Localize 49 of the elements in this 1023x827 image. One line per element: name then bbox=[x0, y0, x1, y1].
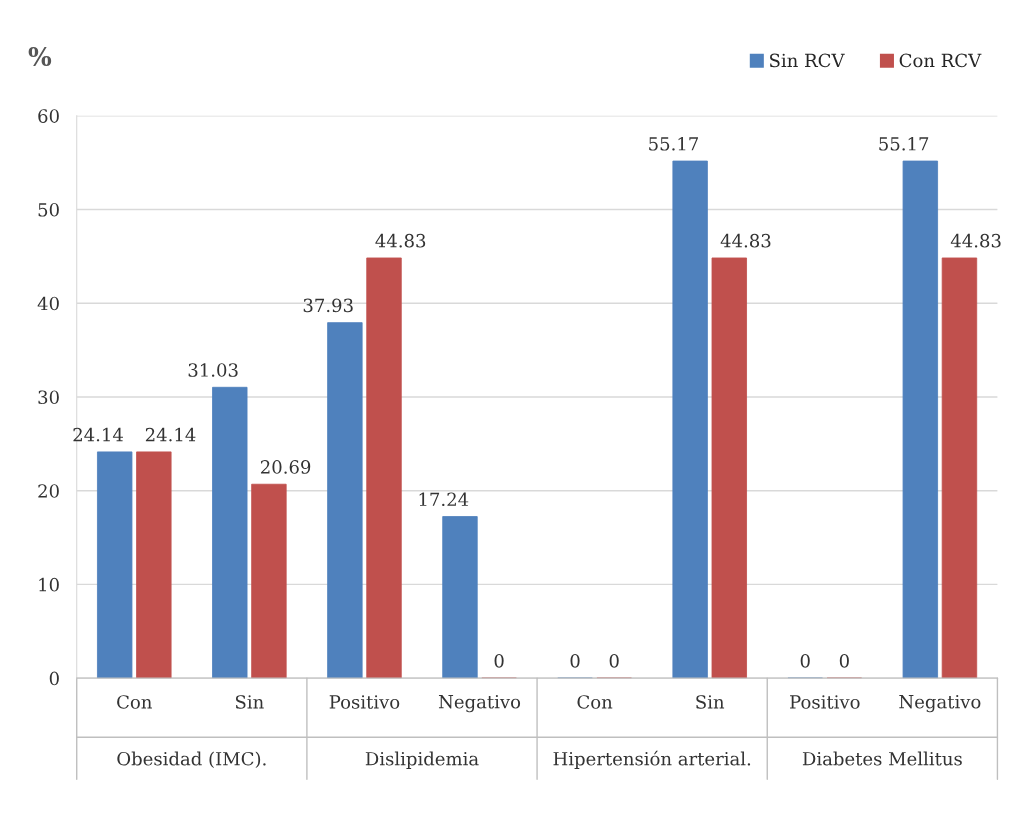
bar bbox=[366, 257, 402, 679]
data-label: 44.83 bbox=[950, 233, 1001, 248]
data-label: 31.03 bbox=[188, 363, 238, 377]
y-tick-label: 30 bbox=[38, 390, 59, 405]
x-tick-label: Sin bbox=[696, 695, 725, 709]
x-tick-label: Con bbox=[577, 695, 613, 709]
legend-label: Sin RCV bbox=[770, 53, 845, 68]
data-label: 0 bbox=[609, 654, 619, 668]
bar bbox=[97, 451, 133, 679]
y-tick-label: 10 bbox=[39, 577, 59, 592]
bar bbox=[212, 386, 248, 679]
bar bbox=[136, 451, 172, 679]
text: Obesidad (IMC). bbox=[117, 751, 266, 769]
data-label: 20.69 bbox=[260, 460, 311, 474]
x-tick-label: Positivo bbox=[790, 695, 860, 709]
text: Dislipidemia bbox=[365, 751, 479, 770]
legend-label: Con RCV bbox=[899, 53, 982, 68]
bar bbox=[327, 322, 363, 679]
x-tick-label: Positivo bbox=[329, 695, 400, 709]
y-tick-label: 0 bbox=[49, 671, 59, 686]
data-label: 37.93 bbox=[303, 298, 353, 313]
data-label: 55.17 bbox=[879, 136, 929, 151]
data-label: 24.14 bbox=[73, 427, 123, 442]
data-label: 0 bbox=[570, 654, 580, 668]
x-tick-label: Con bbox=[117, 695, 152, 709]
data-label: 55.17 bbox=[649, 136, 699, 151]
data-label: 0 bbox=[839, 654, 849, 668]
data-label: 44.83 bbox=[375, 233, 426, 248]
x-tick-label: Negativo bbox=[899, 694, 981, 713]
y-tick-label: 40 bbox=[37, 296, 59, 311]
bar bbox=[711, 257, 747, 679]
data-label: 0 bbox=[494, 654, 504, 668]
text: Hipertensión arterial. bbox=[553, 750, 751, 770]
y-axis-title: % bbox=[28, 47, 52, 66]
data-label: 24.14 bbox=[145, 427, 196, 442]
data-label: 0 bbox=[800, 654, 810, 668]
data-label: 17.24 bbox=[419, 492, 469, 507]
bar bbox=[902, 160, 938, 679]
bar bbox=[442, 516, 478, 679]
bar bbox=[672, 160, 708, 679]
bar bbox=[251, 483, 287, 679]
text: Diabetes Mellitus bbox=[802, 751, 962, 766]
x-tick-label: Sin bbox=[235, 695, 264, 709]
x-tick-label: Negativo bbox=[438, 694, 521, 713]
bar bbox=[941, 257, 978, 679]
y-tick-label: 50 bbox=[38, 202, 59, 217]
y-tick-label: 60 bbox=[38, 109, 59, 123]
y-tick-label: 20 bbox=[38, 484, 59, 498]
data-label: 44.83 bbox=[720, 233, 771, 248]
